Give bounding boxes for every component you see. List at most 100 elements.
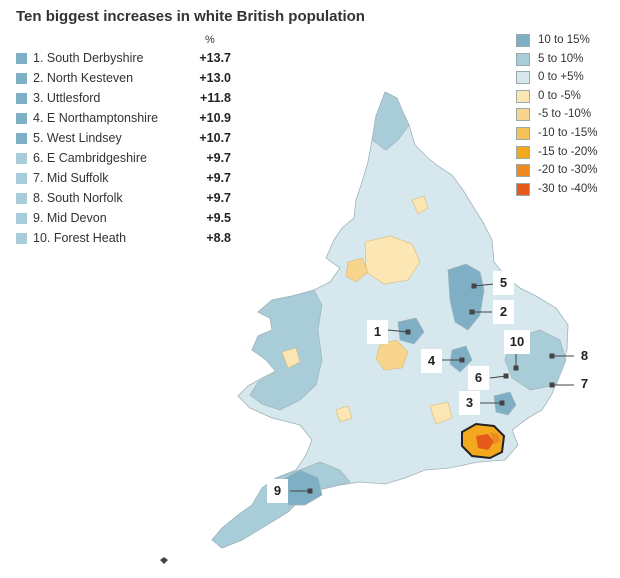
derbyshire-region: [397, 317, 425, 345]
england-wales-landmass: [211, 91, 569, 549]
ranking-row: 9. Mid Devon +9.5: [16, 209, 231, 229]
ranking-swatch: [16, 73, 27, 84]
decline-area-north-east: [411, 195, 429, 215]
london-inner-area: [476, 434, 494, 450]
ranking-name: 10. Forest Heath: [33, 231, 127, 245]
ranking-value: +9.7: [206, 151, 231, 165]
isles-of-scilly: [160, 557, 168, 564]
legend-swatch: [516, 164, 530, 178]
ranking-name: 3. Uttlesford: [33, 91, 101, 105]
legend-row: 10 to 15%: [516, 32, 616, 51]
decline-area-west: [281, 347, 301, 369]
legend-swatch: [516, 182, 530, 196]
legend-row: 5 to 10%: [516, 51, 616, 70]
decline-area-bristol: [335, 405, 353, 423]
london-east-area: [490, 432, 500, 444]
ranking-value: +13.0: [199, 71, 231, 85]
ranking-row: 8. South Norfolk +9.7: [16, 189, 231, 209]
legend-row: -10 to -15%: [516, 125, 616, 144]
ranking-name: 8. South Norfolk: [33, 191, 123, 205]
legend-swatch: [516, 126, 530, 140]
percent-column-header: %: [205, 34, 215, 46]
ranking-swatch: [16, 133, 27, 144]
callout-10: 10: [504, 330, 530, 354]
legend-label: 10 to 15%: [538, 34, 590, 46]
legend-row: 0 to +5%: [516, 69, 616, 88]
ranking-name: 2. North Kesteven: [33, 71, 134, 85]
callout-4: 4: [421, 349, 442, 373]
callout-2: 2: [493, 300, 514, 324]
legend-row: -5 to -10%: [516, 106, 616, 125]
legend-label: 5 to 10%: [538, 52, 584, 65]
ranking-row: 4. E Northamptonshire +10.9: [16, 109, 231, 129]
decline-area-south: [429, 401, 453, 425]
ranking-swatch: [16, 53, 27, 64]
callout-9: 9: [267, 479, 288, 503]
callout-1: 1: [367, 320, 388, 344]
north-region: [371, 91, 410, 151]
ranking-row: 2. North Kesteven +13.0: [16, 69, 231, 89]
ranking-name: 1. South Derbyshire: [33, 51, 144, 65]
legend-row: -20 to -30%: [516, 162, 616, 181]
ranking-swatch: [16, 213, 27, 224]
lincolnshire-region: [447, 263, 485, 331]
legend-label: -20 to -30%: [538, 164, 598, 177]
ranking-row: 7. Mid Suffolk +9.7: [16, 169, 231, 189]
legend-swatch: [516, 108, 530, 122]
legend-row: -30 to -40%: [516, 181, 616, 200]
ranking-value: +10.7: [199, 131, 231, 145]
ranking-row: 3. Uttlesford +11.8: [16, 89, 231, 109]
ranking-name: 4. E Northamptonshire: [33, 111, 159, 125]
map-title: Ten biggest increases in white British p…: [16, 8, 365, 25]
legend-label: -10 to -15%: [538, 126, 598, 139]
legend: 10 to 15% 5 to 10% 0 to +5% 0 to -5% -5 to -…: [516, 32, 616, 199]
callout-6: 6: [468, 366, 489, 390]
wales-region: [249, 289, 323, 411]
ranking-name: 7. Mid Suffolk: [33, 171, 109, 185]
callout-7: 7: [574, 372, 595, 396]
ranking-value: +10.9: [199, 111, 231, 125]
callout-5: 5: [493, 271, 514, 295]
devon-region: [281, 469, 323, 506]
decline-area-midlands: [375, 339, 409, 371]
ranking-swatch: [16, 173, 27, 184]
legend-label: -15 to -20%: [538, 145, 598, 158]
ranking-list: 1. South Derbyshire +13.7 2. North Kesteve…: [16, 49, 231, 249]
legend-swatch: [516, 34, 530, 47]
ranking-value: +9.5: [206, 211, 231, 225]
decline-area-yorkshire: [364, 235, 421, 285]
legend-swatch: [516, 71, 530, 85]
ranking-row: 6. E Cambridgeshire +9.7: [16, 149, 231, 169]
south-west-region: [211, 461, 351, 549]
ranking-swatch: [16, 113, 27, 124]
legend-swatch: [516, 52, 530, 66]
legend-label: -5 to -10%: [538, 108, 592, 121]
callout-leaders: [290, 283, 574, 494]
ranking-value: +13.7: [199, 51, 231, 65]
ranking-value: +8.8: [206, 231, 231, 245]
legend-swatch: [516, 89, 530, 103]
ranking-name: 5. West Lindsey: [33, 131, 122, 145]
ranking-row: 10. Forest Heath +8.8: [16, 229, 231, 249]
callout-8: 8: [574, 344, 595, 368]
ranking-name: 9. Mid Devon: [33, 211, 107, 225]
ranking-swatch: [16, 233, 27, 244]
ranking-row: 5. West Lindsey +10.7: [16, 129, 231, 149]
legend-row: 0 to -5%: [516, 88, 616, 107]
ranking-name: 6. E Cambridgeshire: [33, 151, 147, 165]
ranking-swatch: [16, 93, 27, 104]
legend-label: 0 to +5%: [538, 71, 584, 84]
ranking-row: 1. South Derbyshire +13.7: [16, 49, 231, 69]
legend-label: -30 to -40%: [538, 182, 598, 195]
ranking-value: +9.7: [206, 191, 231, 205]
decline-area-manchester: [345, 257, 369, 283]
legend-label: 0 to -5%: [538, 89, 581, 102]
ranking-swatch: [16, 193, 27, 204]
ranking-swatch: [16, 153, 27, 164]
callout-3: 3: [459, 391, 480, 415]
uttlesford-region: [493, 391, 517, 416]
ranking-value: +9.7: [206, 171, 231, 185]
legend-swatch: [516, 145, 530, 159]
legend-row: -15 to -20%: [516, 144, 616, 163]
